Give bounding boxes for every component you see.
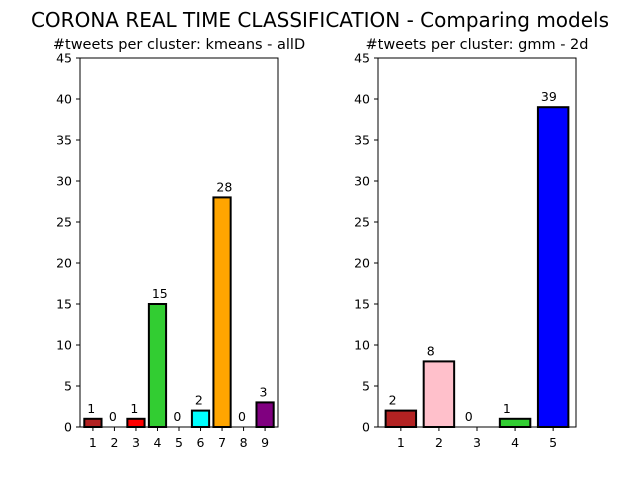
x-tick-label: 7 (218, 435, 226, 450)
figure-title: CORONA REAL TIME CLASSIFICATION - Compar… (31, 8, 609, 32)
chart-1: #tweets per cluster: kmeans - allD101150… (53, 37, 305, 450)
data-label-8: 0 (238, 409, 246, 424)
x-tick-label: 4 (154, 435, 162, 450)
bar-9 (255, 401, 275, 428)
y-tick-label: 40 (354, 92, 370, 107)
data-label-4: 1 (503, 401, 511, 416)
data-label-2: 0 (109, 409, 117, 424)
y-tick-label: 0 (362, 420, 370, 435)
y-tick-label: 40 (56, 92, 72, 107)
bar-1 (83, 417, 103, 428)
y-tick-label: 20 (56, 256, 72, 271)
y-tick-label: 30 (56, 174, 72, 189)
bar-6 (190, 409, 211, 429)
data-label-1: 2 (389, 393, 397, 408)
x-tick-label: 3 (132, 435, 140, 450)
y-tick-label: 35 (56, 133, 72, 148)
data-label-3: 0 (465, 409, 473, 424)
x-tick-label: 1 (89, 435, 97, 450)
y-tick-label: 5 (64, 379, 72, 394)
y-tick-label: 15 (56, 297, 72, 312)
chart-title: #tweets per cluster: kmeans - allD (53, 37, 305, 53)
bar-3 (126, 417, 146, 428)
x-tick-label: 2 (110, 435, 118, 450)
data-label-5: 0 (173, 409, 181, 424)
bar-4 (147, 303, 168, 428)
data-label-1: 1 (87, 401, 95, 416)
chart-2: #tweets per cluster: gmm - 2d 2 8 0 1 39 0 5 10 1… (354, 37, 588, 450)
plot-frame (79, 57, 279, 428)
bar-4 (498, 417, 532, 428)
y-tick-label: 0 (64, 420, 72, 435)
x-tick-label: 2 (435, 435, 443, 450)
y-tick-label: 10 (56, 338, 72, 353)
x-tick-label: 5 (175, 435, 183, 450)
data-label-4: 15 (152, 286, 168, 301)
data-label-7: 28 (216, 179, 232, 194)
data-label-5: 39 (541, 89, 557, 104)
y-tick-label: 30 (354, 174, 370, 189)
y-tick-label: 10 (354, 338, 370, 353)
x-tick-label: 4 (511, 435, 519, 450)
y-tick-label: 25 (56, 215, 72, 230)
x-tick-label: 6 (197, 435, 205, 450)
data-label-9: 3 (259, 384, 267, 399)
x-tick-label: 9 (261, 435, 269, 450)
bar-7 (212, 196, 232, 428)
bar-1 (384, 409, 418, 429)
bar-5 (536, 106, 570, 428)
y-tick-label: 45 (354, 51, 370, 66)
x-tick-label: 8 (240, 435, 248, 450)
data-label-6: 2 (195, 393, 203, 408)
y-tick-label: 35 (354, 133, 370, 148)
x-tick-label: 1 (397, 435, 405, 450)
y-tick-label: 25 (354, 215, 370, 230)
x-tick-label: 3 (473, 435, 481, 450)
data-label-3: 1 (130, 401, 138, 416)
bar-2 (422, 360, 456, 428)
data-label-2: 8 (427, 343, 435, 358)
y-tick-label: 15 (354, 297, 370, 312)
y-tick-label: 45 (56, 51, 72, 66)
y-tick-label: 5 (362, 379, 370, 394)
y-tick-label: 20 (354, 256, 370, 271)
x-tick-label: 5 (549, 435, 557, 450)
chart-title: #tweets per cluster: gmm - 2d (366, 37, 589, 53)
